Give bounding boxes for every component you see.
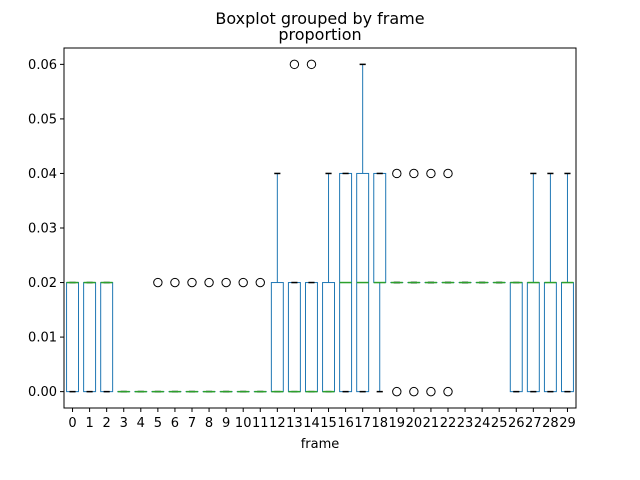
outlier-point (426, 386, 436, 397)
box-group (287, 59, 301, 393)
x-tick-label: 4 (137, 416, 145, 431)
x-tick-label: 17 (354, 416, 371, 431)
outlier-point (409, 386, 419, 397)
outlier-point (443, 386, 453, 397)
x-tick-label: 19 (389, 416, 406, 431)
y-tick-label: 0.04 (28, 167, 57, 182)
x-axis-label: frame (301, 437, 340, 452)
outlier-point (392, 386, 402, 397)
x-tick-label: 2 (103, 416, 111, 431)
box-group (168, 277, 182, 393)
x-tick-label: 27 (525, 416, 542, 431)
x-tick-label: 25 (491, 416, 508, 431)
y-axis: 0.00 0.01 0.02 0.03 0.04 0.05 0.06 (28, 58, 64, 400)
box-group (185, 277, 199, 393)
x-tick-label: 0 (68, 416, 76, 431)
box-group (339, 172, 353, 393)
x-tick-label: 26 (508, 416, 525, 431)
x-tick-label: 28 (542, 416, 559, 431)
outlier-point (255, 277, 265, 288)
y-tick-label: 0.05 (28, 112, 57, 127)
box-group (356, 63, 370, 393)
outlier-point (443, 168, 453, 179)
x-tick-label: 11 (252, 416, 269, 431)
outlier-point (170, 277, 180, 288)
outlier-point (426, 168, 436, 179)
outlier-point (409, 168, 419, 179)
box-group (66, 281, 80, 393)
box-group (424, 168, 438, 397)
x-tick-label: 5 (154, 416, 162, 431)
x-tick-label: 7 (188, 416, 196, 431)
y-tick-label: 0.03 (28, 222, 57, 237)
box-group (83, 281, 97, 393)
x-tick-label: 29 (559, 416, 576, 431)
y-tick-label: 0.01 (28, 331, 57, 346)
x-tick-label: 1 (85, 416, 93, 431)
y-tick-label: 0.00 (28, 385, 57, 400)
x-tick-label: 9 (222, 416, 230, 431)
x-tick-label: 8 (205, 416, 213, 431)
box-group (253, 277, 267, 393)
x-tick-label: 13 (286, 416, 303, 431)
box-group (390, 168, 404, 397)
x-axis: 0 1 2 3 4 5 6 7 8 9 10 11 12 13 14 15 16 17 18 19 20 21 22 23 24… (68, 408, 576, 431)
y-tick-label: 0.02 (28, 276, 57, 291)
x-tick-label: 14 (303, 416, 320, 431)
x-tick-label: 6 (171, 416, 179, 431)
outlier-point (392, 168, 402, 179)
x-tick-label: 18 (371, 416, 388, 431)
box-group (526, 172, 540, 393)
box-group (509, 281, 523, 393)
x-tick-label: 12 (269, 416, 286, 431)
box-group (373, 172, 387, 393)
x-tick-label: 21 (423, 416, 440, 431)
box-group (270, 172, 284, 393)
outlier-point (238, 277, 248, 288)
x-tick-label: 15 (320, 416, 337, 431)
x-tick-label: 20 (406, 416, 423, 431)
box-group (236, 277, 250, 393)
box-group (322, 172, 336, 393)
box-group (304, 59, 318, 393)
box-group (219, 277, 233, 393)
x-tick-label: 16 (337, 416, 354, 431)
y-tick-label: 0.06 (28, 58, 57, 73)
box-group (202, 277, 216, 393)
chart-subtitle: proportion (278, 25, 361, 44)
outlier-point (204, 277, 214, 288)
x-tick-label: 23 (457, 416, 474, 431)
outlier-point (153, 277, 163, 288)
outlier-point (289, 59, 300, 70)
box-group (100, 281, 114, 393)
chart-title: Boxplot grouped by frame (215, 9, 424, 28)
box-group (151, 277, 165, 393)
x-tick-label: 22 (440, 416, 457, 431)
x-tick-label: 10 (235, 416, 252, 431)
outlier-point (187, 277, 197, 288)
box-group (543, 172, 557, 393)
box-group (407, 168, 421, 397)
plot-area (66, 59, 574, 397)
box-group (560, 172, 574, 393)
box-group (441, 168, 455, 397)
x-tick-label: 3 (120, 416, 128, 431)
x-tick-label: 24 (474, 416, 491, 431)
outlier-point (306, 59, 317, 70)
outlier-point (221, 277, 231, 288)
